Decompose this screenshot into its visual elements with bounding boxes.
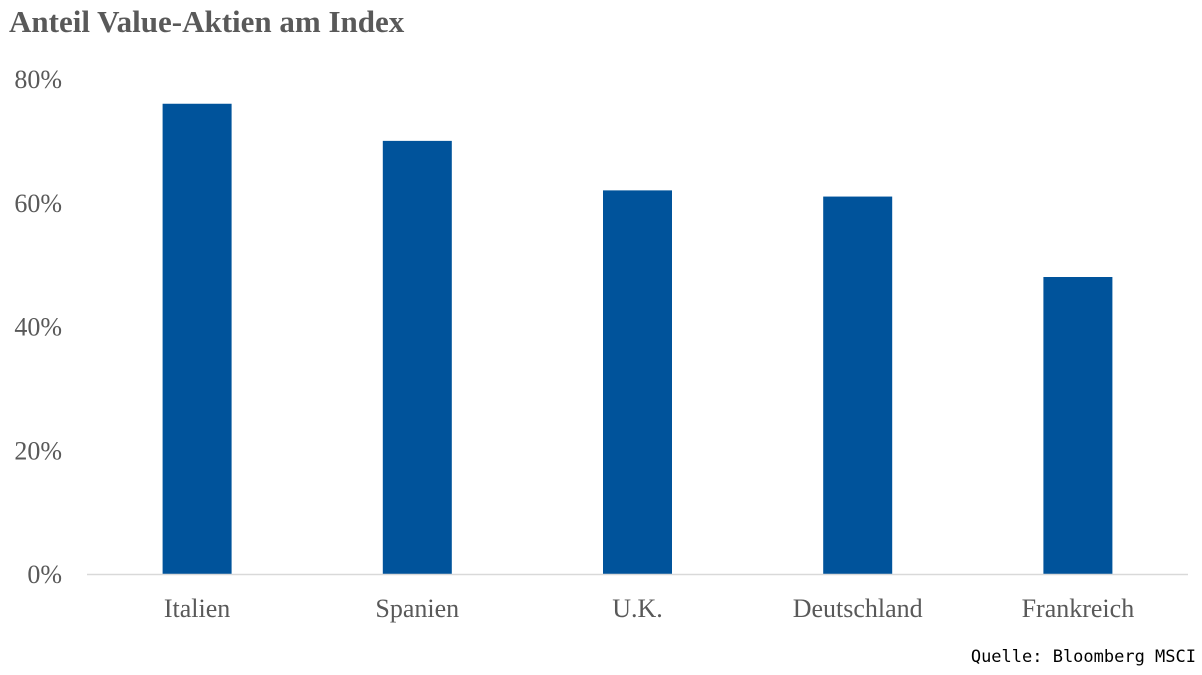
x-tick-label: Italien bbox=[164, 594, 230, 623]
bar-spanien bbox=[382, 140, 452, 574]
bar-frankreich bbox=[1043, 277, 1113, 574]
y-tick-label: 0% bbox=[27, 560, 62, 589]
bar-deutschland bbox=[823, 196, 893, 574]
x-tick-label: U.K. bbox=[612, 594, 663, 623]
source-note: Quelle: Bloomberg MSCI bbox=[970, 647, 1196, 667]
y-tick-label: 20% bbox=[14, 436, 62, 465]
x-tick-label: Deutschland bbox=[793, 594, 923, 623]
x-tick-label: Spanien bbox=[375, 594, 459, 623]
y-axis-ticks: 0% 20% 40% 60% 80% bbox=[14, 65, 62, 589]
bar-u-k bbox=[603, 190, 672, 574]
y-tick-label: 60% bbox=[14, 189, 62, 218]
y-tick-label: 40% bbox=[14, 313, 62, 342]
chart-title: Anteil Value-Aktien am Index bbox=[9, 4, 405, 39]
bar-italien bbox=[162, 103, 232, 574]
x-axis-labels: Italien Spanien U.K. Deutschland Frankreich bbox=[164, 594, 1134, 623]
bars bbox=[162, 103, 1113, 574]
x-tick-label: Frankreich bbox=[1022, 594, 1135, 623]
y-tick-label: 80% bbox=[14, 65, 62, 94]
